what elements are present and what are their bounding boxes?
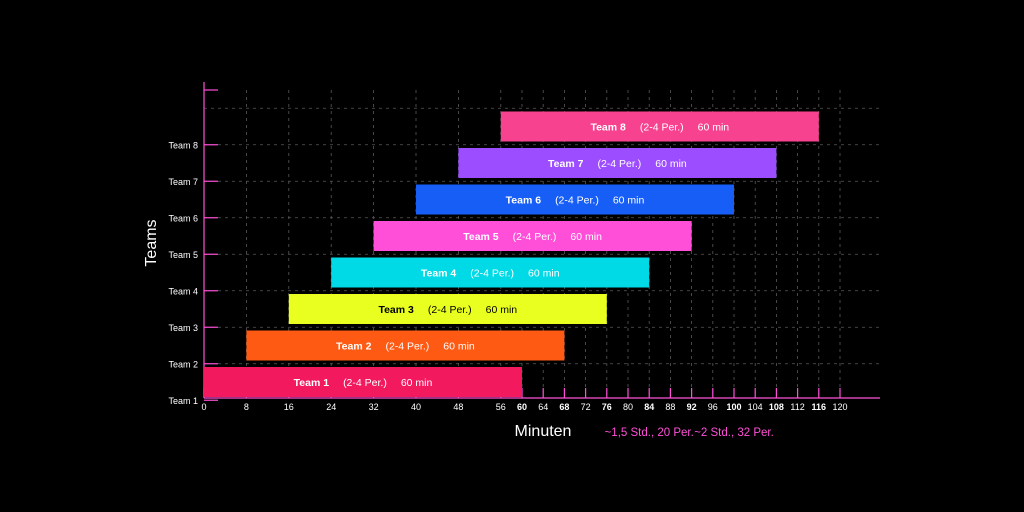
bar-label-team: Team 8 [590, 122, 626, 134]
bar-group: Team 2 (2-4 Per.) 60 min [246, 331, 564, 361]
bar-label: Team 4 (2-4 Per.) 60 min [421, 268, 560, 280]
bar-label: Team 8 (2-4 Per.) 60 min [590, 122, 729, 134]
bar-label-duration: 60 min [443, 341, 475, 353]
y-tick-label: Team 5 [168, 250, 198, 260]
y-tick-label: Team 7 [168, 177, 198, 187]
x-tick-label: 16 [284, 402, 294, 412]
bar-label-duration: 60 min [528, 268, 560, 280]
x-tick-label: 104 [748, 402, 763, 412]
bar-group: Team 4 (2-4 Per.) 60 min [331, 258, 649, 288]
bar-group: Team 5 (2-4 Per.) 60 min [374, 221, 692, 251]
bar-label-team: Team 3 [378, 304, 414, 316]
bar-label: Team 6 (2-4 Per.) 60 min [506, 195, 645, 207]
y-tick-label: Team 1 [168, 396, 198, 406]
x-tick-label: 80 [623, 402, 633, 412]
bar-label-team: Team 4 [421, 268, 457, 280]
bar-label-size: (2-4 Per.) [343, 377, 387, 389]
x-axis-title: Minuten [515, 423, 572, 440]
y-tick-label: Team 4 [168, 286, 198, 296]
annotation-label: ~1,5 Std., 20 Per. [605, 427, 694, 439]
annotations: ~1,5 Std., 20 Per. ~2 Std., 32 Per. [605, 427, 774, 439]
bar-label-duration: 60 min [655, 158, 687, 170]
x-tick-label: 120 [832, 402, 847, 412]
bar-label-size: (2-4 Per.) [428, 304, 472, 316]
bar-label-size: (2-4 Per.) [640, 122, 684, 134]
x-tick-label: 60 [517, 402, 527, 412]
bar-label: Team 2 (2-4 Per.) 60 min [336, 341, 475, 353]
bar-label-size: (2-4 Per.) [513, 231, 557, 243]
x-tick-label: 48 [453, 402, 463, 412]
bar-group: Team 7 (2-4 Per.) 60 min [458, 148, 776, 178]
x-tick-label: 40 [411, 402, 421, 412]
bar-label: Team 1 (2-4 Per.) 60 min [294, 377, 433, 389]
x-tick-label: 112 [790, 402, 804, 412]
x-tick-label: 108 [769, 402, 784, 412]
x-tick-label: 76 [602, 402, 612, 412]
bar-label-team: Team 7 [548, 158, 584, 170]
y-tick-label: Team 6 [168, 213, 198, 223]
bar-label-duration: 60 min [486, 304, 518, 316]
bar-label-team: Team 2 [336, 341, 372, 353]
x-tick-label: 88 [665, 402, 675, 412]
bar-label-duration: 60 min [570, 231, 602, 243]
bar-label-team: Team 5 [463, 231, 499, 243]
bar-label-duration: 60 min [613, 195, 645, 207]
bar-label: Team 3 (2-4 Per.) 60 min [378, 304, 517, 316]
bar-group: Team 1 (2-4 Per.) 60 min [204, 367, 522, 397]
x-tick-label: 8 [244, 402, 249, 412]
annotation-label: ~2 Std., 32 Per. [694, 427, 774, 439]
x-tick-label: 68 [559, 402, 569, 412]
x-tick-label: 64 [538, 402, 548, 412]
x-tick-label: 84 [644, 402, 654, 412]
x-tick-label: 32 [369, 402, 379, 412]
bar-label-size: (2-4 Per.) [597, 158, 641, 170]
bar-group: Team 8 (2-4 Per.) 60 min [501, 112, 819, 142]
bar-label-team: Team 1 [294, 377, 330, 389]
bar-label-duration: 60 min [698, 122, 730, 134]
x-tick-label: 116 [812, 402, 827, 412]
x-tick-label: 24 [326, 402, 336, 412]
bar-label-size: (2-4 Per.) [555, 195, 599, 207]
bar-label-team: Team 6 [506, 195, 542, 207]
y-tick-label: Team 8 [168, 140, 198, 150]
y-tick-label: Team 2 [168, 359, 198, 369]
bar-label: Team 7 (2-4 Per.) 60 min [548, 158, 687, 170]
bar-group: Team 3 (2-4 Per.) 60 min [289, 294, 607, 324]
bar-label-size: (2-4 Per.) [470, 268, 514, 280]
bar-group: Team 6 (2-4 Per.) 60 min [416, 185, 734, 215]
bar-label-size: (2-4 Per.) [385, 341, 429, 353]
x-tick-label: 96 [708, 402, 718, 412]
x-tick-label: 92 [687, 402, 697, 412]
x-tick-label: 100 [726, 402, 741, 412]
x-tick-label: 56 [496, 402, 506, 412]
x-tick-label: 72 [581, 402, 591, 412]
y-axis-title: Teams [143, 219, 160, 266]
bar-label-duration: 60 min [401, 377, 433, 389]
y-tick-label: Team 3 [168, 323, 198, 333]
bar-label: Team 5 (2-4 Per.) 60 min [463, 231, 602, 243]
x-tick-label: 0 [201, 402, 206, 412]
